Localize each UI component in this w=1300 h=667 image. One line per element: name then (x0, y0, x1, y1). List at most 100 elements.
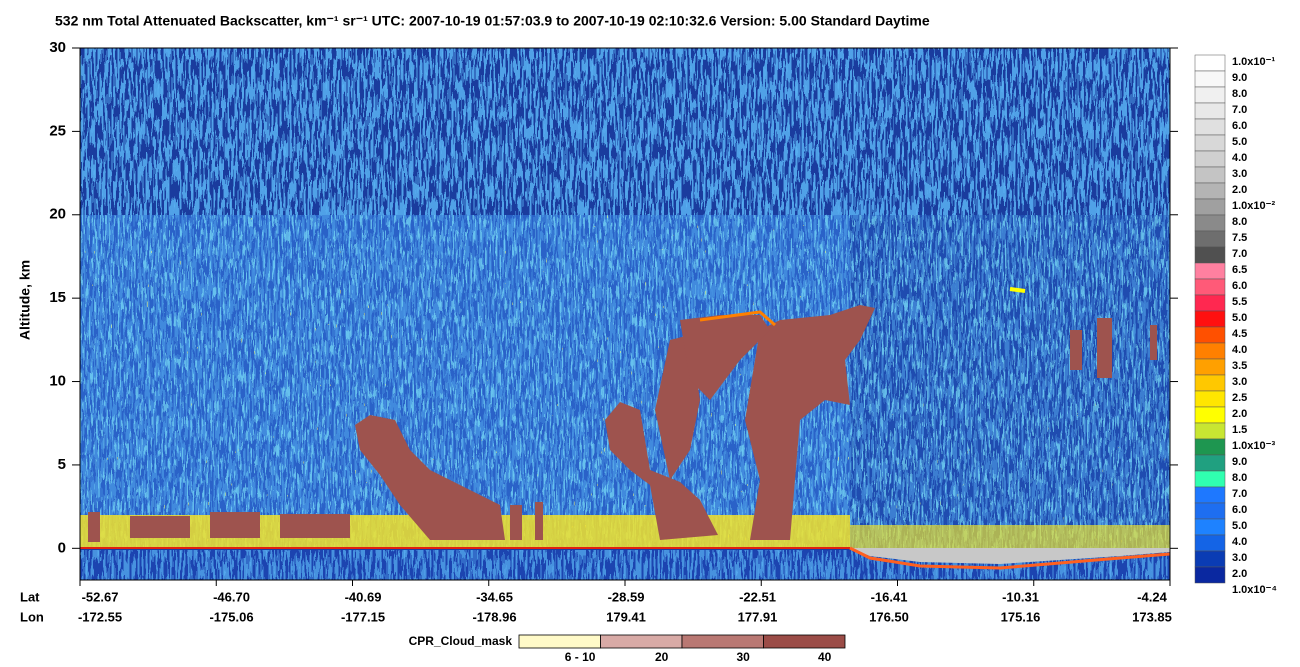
y-tick-label: 10 (49, 373, 66, 390)
colorbar-label: 8.0 (1232, 88, 1247, 100)
colorbar-cell (1194, 262, 1226, 280)
colorbar-label: 1.0x10⁻¹ (1232, 56, 1275, 68)
cloud (210, 512, 260, 538)
x-tick-label: 179.41 (606, 609, 646, 624)
x-tick-label: 173.85 (1132, 609, 1172, 624)
cloud-mask-label: 40 (818, 650, 832, 664)
colorbar-label: 9.0 (1232, 456, 1247, 468)
cloud (1070, 330, 1082, 370)
x-tick-label: 176.50 (869, 609, 909, 624)
cloud (680, 315, 770, 400)
colorbar-label: 1.0x10⁻⁴ (1232, 584, 1277, 596)
cloud-mask-cell (681, 634, 764, 649)
colorbar-label: 3.0 (1232, 376, 1247, 388)
colorbar-cell (1194, 326, 1226, 344)
colorbar-cell (1194, 198, 1226, 216)
colorbar-label: 8.0 (1232, 472, 1247, 484)
colorbar-label: 6.0 (1232, 504, 1247, 516)
colorbar-cell (1194, 166, 1226, 184)
colorbar-cell (1194, 54, 1226, 72)
colorbar-label: 5.5 (1232, 296, 1247, 308)
x-tick-label: -46.70 (213, 589, 250, 604)
x-tick-label: -10.31 (1002, 589, 1039, 604)
x-row-name: Lat (20, 589, 40, 604)
colorbar-label: 3.0 (1232, 168, 1247, 180)
colorbar-label: 3.0 (1232, 552, 1247, 564)
x-tick-label: -22.51 (739, 589, 776, 604)
colorbar-cell (1194, 294, 1226, 312)
colorbar-cell (1194, 358, 1226, 376)
colorbar-cell (1194, 230, 1226, 248)
colorbar-label: 4.0 (1232, 344, 1247, 356)
x-tick-label: -177.15 (341, 609, 385, 624)
x-tick-label: -40.69 (345, 589, 382, 604)
colorbar-cell (1194, 406, 1226, 424)
x-row-name: Lon (20, 609, 44, 624)
colorbar-cell (1194, 438, 1226, 456)
backscatter-field (80, 48, 1170, 580)
x-tick-label: -28.59 (608, 589, 645, 604)
y-tick-label: 25 (49, 122, 66, 139)
colorbar-label: 4.5 (1232, 328, 1247, 340)
cloud (355, 415, 505, 540)
colorbar-cell (1194, 246, 1226, 264)
colorbar-cell (1194, 214, 1226, 232)
surface-layer-right (850, 525, 1170, 548)
colorbar-cell (1194, 70, 1226, 88)
x-tick-label: -16.41 (871, 589, 908, 604)
colorbar-cell (1194, 502, 1226, 520)
colorbar-cell (1194, 102, 1226, 120)
surface-edge-right (849, 546, 1170, 570)
colorbar-label: 2.0 (1232, 568, 1247, 580)
colorbar-label: 6.0 (1232, 280, 1247, 292)
colorbar-label: 2.5 (1232, 392, 1247, 404)
y-tick-label: 5 (58, 456, 66, 473)
y-tick-label: 0 (58, 539, 66, 556)
colorbar-label: 7.0 (1232, 104, 1247, 116)
colorbar-label: 1.0x10⁻³ (1232, 440, 1275, 452)
cloud (535, 502, 543, 540)
colorbar-label: 7.5 (1232, 232, 1247, 244)
colorbar-cell (1194, 278, 1226, 296)
colorbar-cell (1194, 86, 1226, 104)
x-tick-label: -4.24 (1137, 589, 1167, 604)
colorbar-label: 7.0 (1232, 248, 1247, 260)
colorbar-label: 6.0 (1232, 120, 1247, 132)
colorbar-label: 5.0 (1232, 136, 1247, 148)
colorbar-cell (1194, 534, 1226, 552)
colorbar-cell (1194, 342, 1226, 360)
cloud (745, 305, 875, 540)
x-tick-label: -175.06 (209, 609, 253, 624)
y-tick-label: 20 (49, 206, 66, 223)
x-tick-label: -178.96 (472, 609, 516, 624)
colorbar-cell (1194, 310, 1226, 328)
cloud (1150, 325, 1157, 360)
colorbar-label: 2.0 (1232, 408, 1247, 420)
x-tick-label: 177.91 (738, 609, 778, 624)
colorbar: 1.0x10⁻¹ 9.0 8.0 7.0 6.0 5.0 4.0 3.0 2.0 1.0x10⁻²… (1194, 54, 1277, 596)
y-tick-label: 15 (49, 289, 66, 306)
colorbar-cell (1194, 454, 1226, 472)
cloud-mask-legend: CPR_Cloud_mask 6 - 10 20 30 40 (409, 634, 846, 664)
cloud (130, 516, 190, 538)
colorbar-cell (1194, 550, 1226, 568)
field-speckle-yellow-right (850, 400, 1170, 548)
colorbar-cell (1194, 486, 1226, 504)
cloud-mask-cell (518, 634, 601, 649)
y-axis-label: Altitude, km (17, 260, 33, 340)
cloud (1097, 318, 1112, 378)
colorbar-label: 3.5 (1232, 360, 1247, 372)
colorbar-cell (1194, 374, 1226, 392)
cloud (280, 514, 350, 538)
colorbar-label: 4.0 (1232, 536, 1247, 548)
cloud-mask-label: 6 - 10 (565, 650, 596, 664)
cloud-mask-label: 30 (736, 650, 750, 664)
colorbar-cell (1194, 134, 1226, 152)
colorbar-cell (1194, 118, 1226, 136)
x-tick-label: -172.55 (78, 609, 122, 624)
cloud (88, 512, 100, 542)
cloud-mask-cell (763, 634, 846, 649)
colorbar-label: 1.0x10⁻² (1232, 200, 1275, 212)
colorbar-cell (1194, 390, 1226, 408)
